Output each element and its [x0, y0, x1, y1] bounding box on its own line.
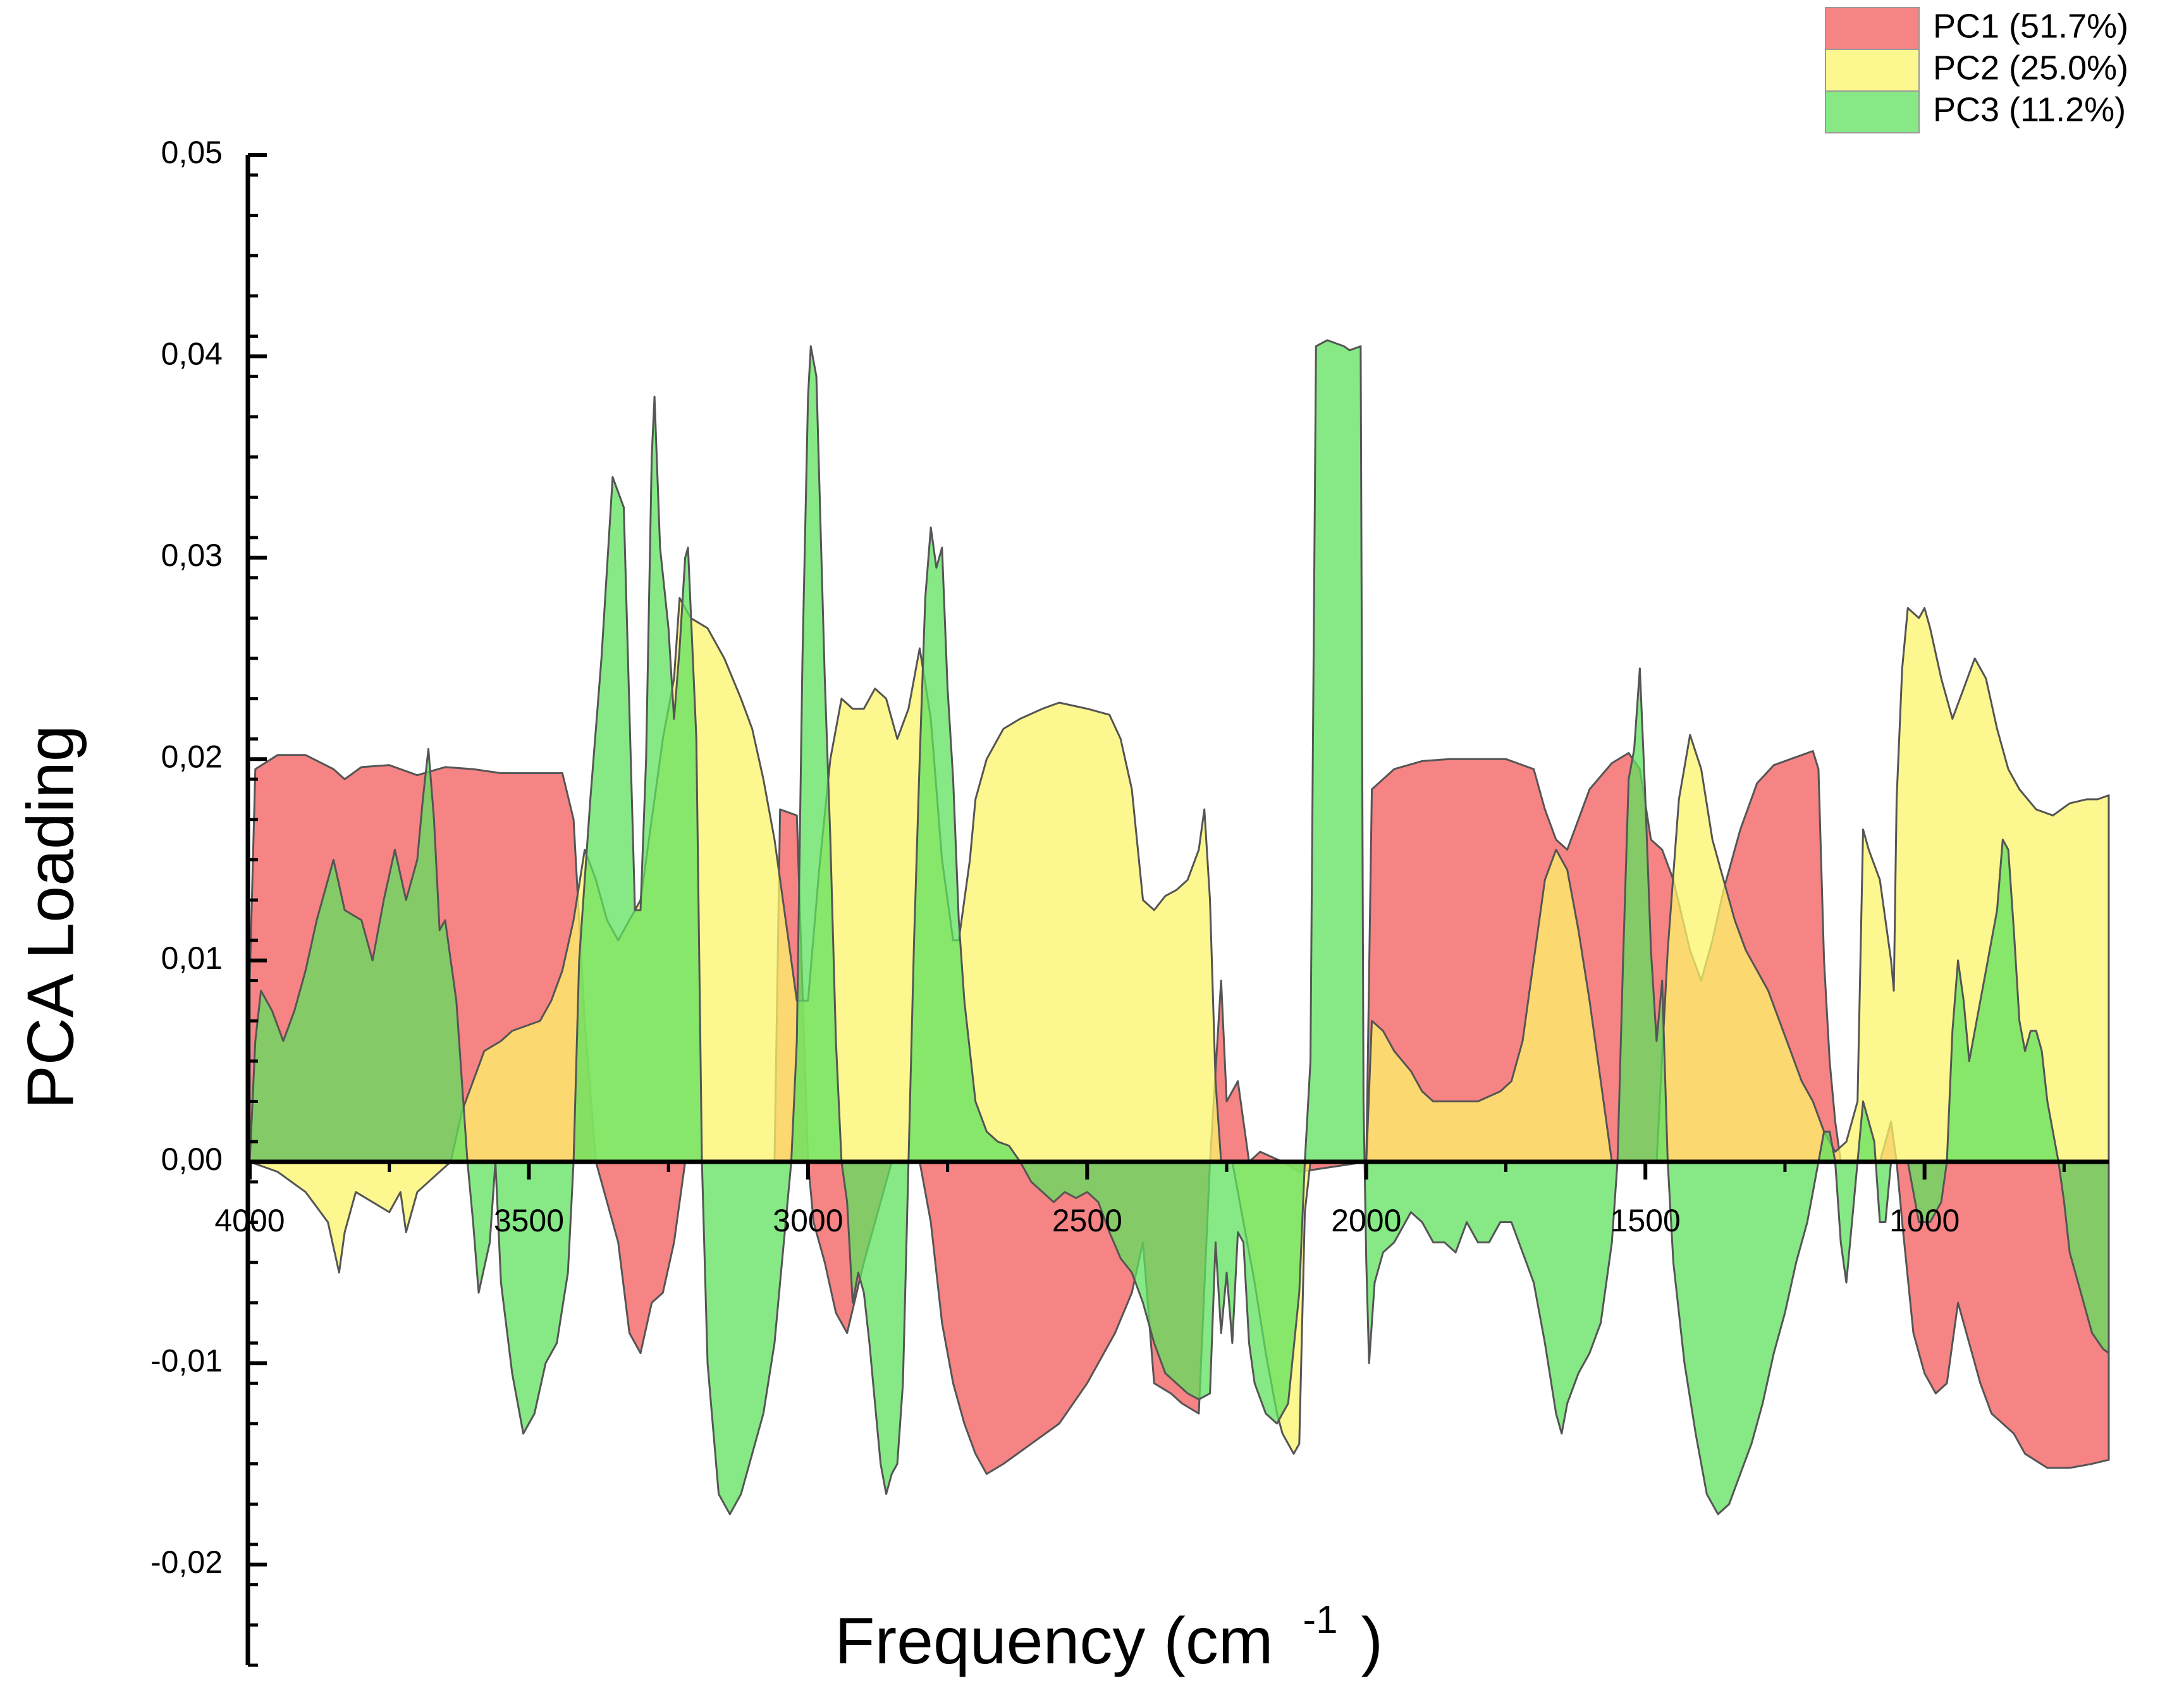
- legend-swatch-pc3: [1825, 90, 1920, 133]
- y-tick-label: 0,04: [161, 336, 223, 372]
- x-tick-label: 1500: [1610, 1203, 1681, 1238]
- legend-swatch-pc1: [1825, 7, 1920, 50]
- y-tick-label: 0,01: [161, 940, 223, 976]
- y-tick-label: 0,05: [161, 135, 223, 170]
- x-axis-title-sup: -1: [1303, 1598, 1337, 1642]
- y-tick-label: -0,02: [150, 1544, 223, 1580]
- axes-layer: [245, 155, 2109, 1665]
- x-tick-label: 3500: [494, 1203, 564, 1238]
- series-area-pc3: [248, 339, 2110, 1515]
- y-tick-label: 0,02: [161, 739, 223, 774]
- x-tick-label: 3000: [773, 1203, 843, 1238]
- series-layer: [248, 339, 2110, 1515]
- y-tick-label: -0,01: [150, 1343, 223, 1379]
- x-tick-label: 4000: [214, 1203, 285, 1238]
- legend-swatch-pc2: [1825, 49, 1920, 92]
- x-tick-label: 2000: [1331, 1203, 1401, 1238]
- legend: PC1 (51.7%) PC2 (25.0%)PC3 (11.2%): [1825, 7, 2128, 133]
- x-tick-label: 1000: [1889, 1203, 1960, 1238]
- legend-label-pc2: PC2 (25.0%): [1933, 49, 2128, 87]
- x-axis-title-main: Frequency (cm: [835, 1605, 1273, 1678]
- y-tick-label: 0,03: [161, 538, 223, 573]
- legend-label-pc1: PC1 (51.7%): [1933, 7, 2128, 45]
- y-axis-title: PCA Loading: [14, 725, 87, 1109]
- x-tick-label: 2500: [1052, 1203, 1122, 1238]
- ticks-layer: 0,05 0,04 0,03 0,02 0,01 0,00 -0,01 -0,02 4000 35…: [150, 135, 2066, 1667]
- x-axis-title: Frequency (cm -1 ): [835, 1574, 1383, 1678]
- x-axis-title-close: ): [1361, 1605, 1383, 1678]
- legend-label-pc3: PC3 (11.2%): [1933, 90, 2126, 128]
- y-tick-label: 0,00: [161, 1142, 223, 1177]
